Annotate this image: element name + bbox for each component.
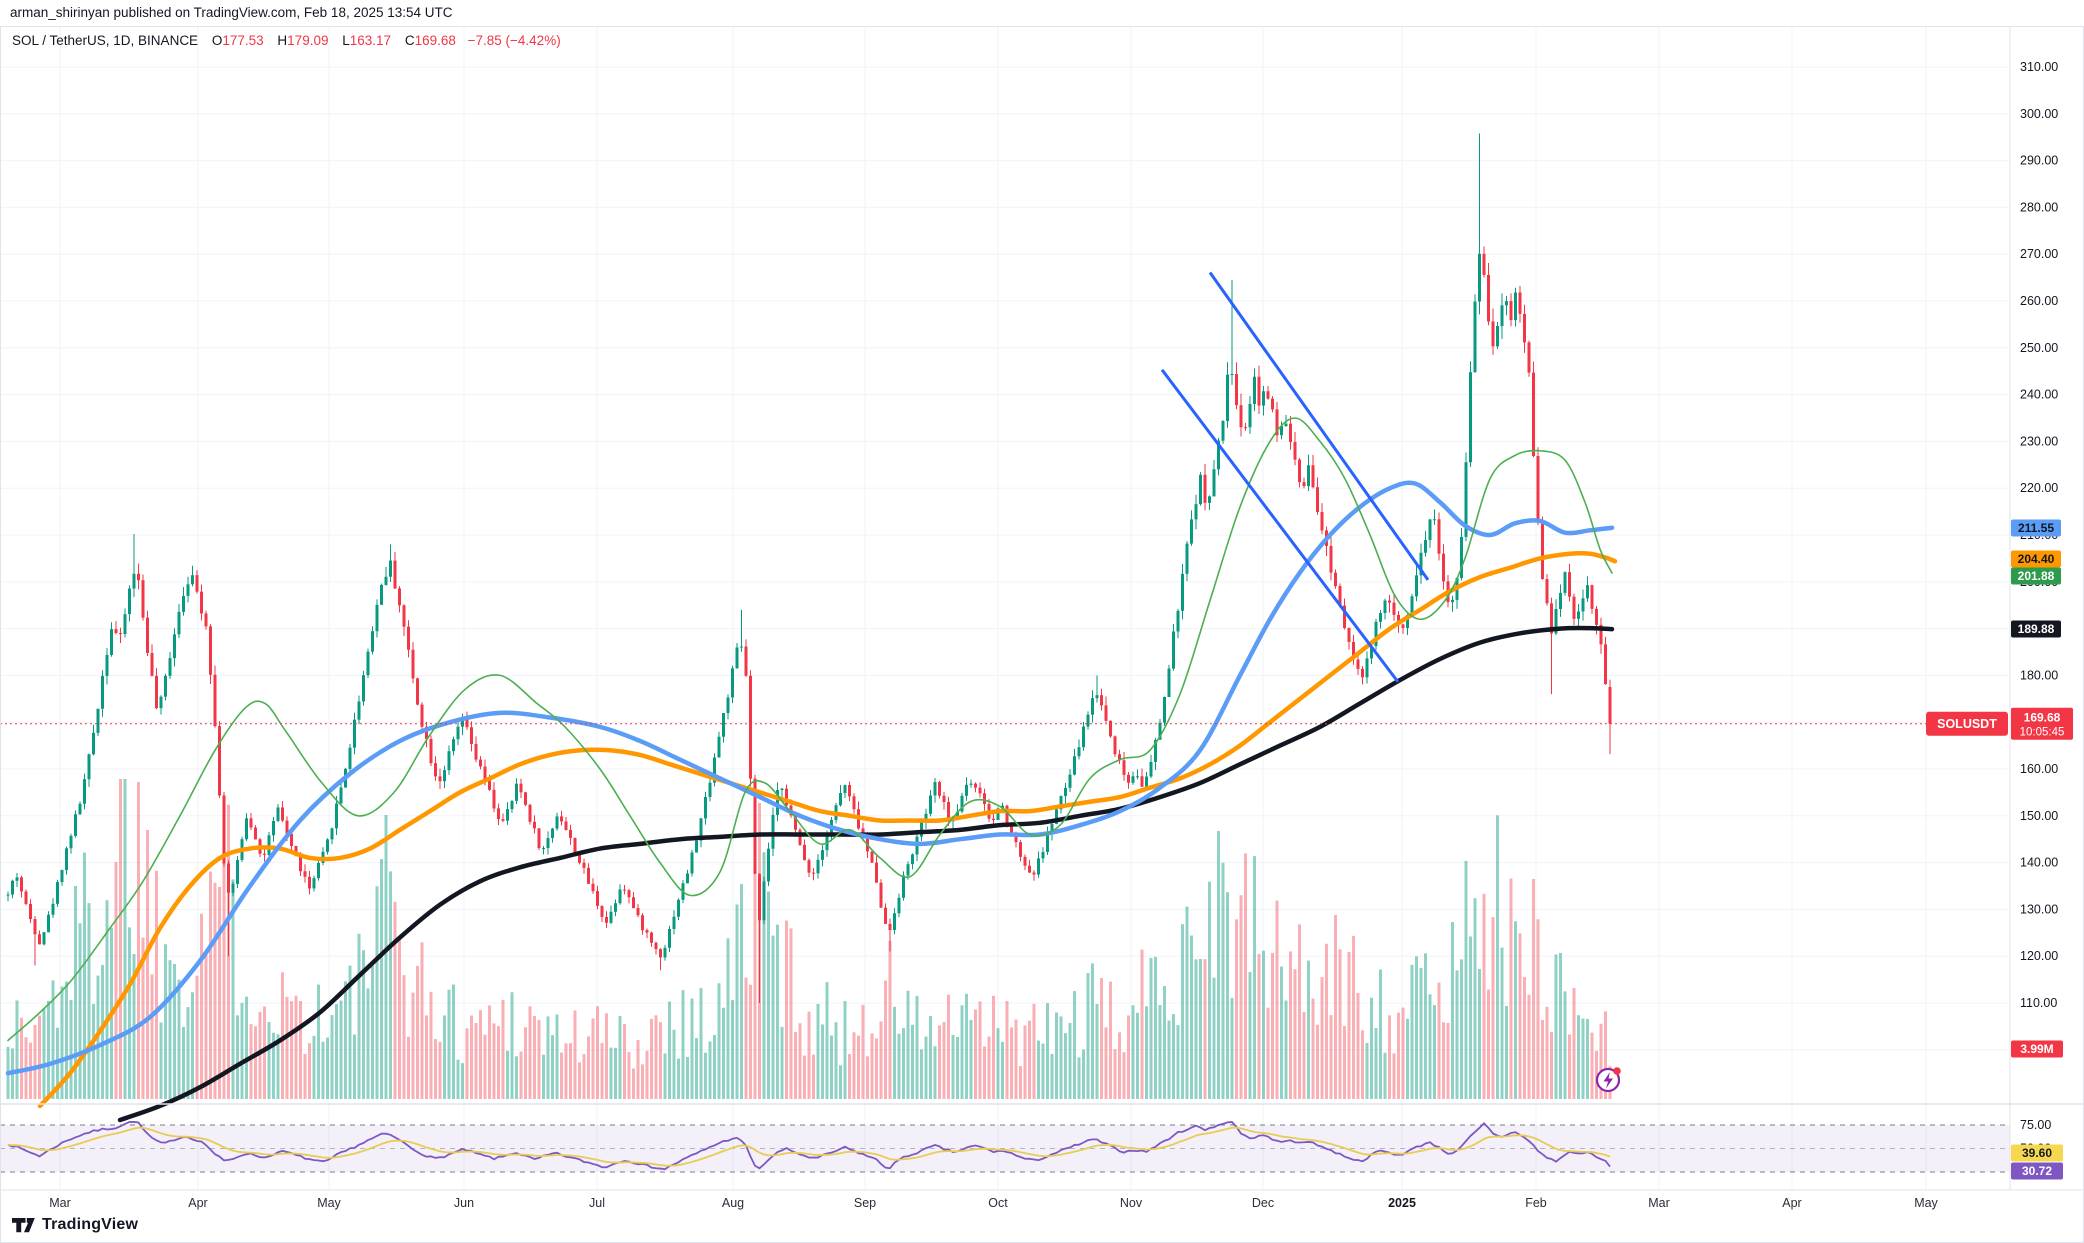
low-value: 163.17 (349, 33, 392, 48)
svg-text:110.00: 110.00 (2020, 996, 2057, 1010)
axis-badges: 211.55 204.40 201.88 189.88 SOLUSDT 169.68 10:… (1926, 519, 2073, 1180)
open-value: 177.53 (222, 33, 264, 48)
ticker-tag[interactable] (1926, 711, 2008, 736)
svg-text:Jul: Jul (589, 1196, 605, 1210)
svg-text:2025: 2025 (1388, 1196, 1416, 1210)
svg-text:189.88: 189.88 (2018, 622, 2055, 636)
svg-text:Nov: Nov (1120, 1196, 1143, 1210)
svg-text:Aug: Aug (722, 1196, 744, 1210)
svg-text:270.00: 270.00 (2020, 247, 2058, 261)
open-label: O (211, 33, 223, 48)
rsi-pane[interactable] (0, 1121, 2010, 1173)
lightning-icon[interactable] (1595, 1067, 1621, 1093)
svg-text:SOLUSDT: SOLUSDT (1937, 717, 1997, 731)
svg-text:Feb: Feb (1525, 1196, 1547, 1210)
svg-text:May: May (317, 1196, 341, 1210)
svg-text:Apr: Apr (188, 1196, 207, 1210)
svg-text:Apr: Apr (1782, 1196, 1801, 1210)
svg-text:211.55: 211.55 (2018, 521, 2054, 535)
svg-text:250.00: 250.00 (2020, 341, 2058, 355)
rsi-ma-line (7, 1126, 1611, 1167)
high-label: H (277, 33, 288, 48)
ma-black-line (117, 625, 1615, 1123)
bar-countdown: 10:05:45 (2020, 727, 2065, 739)
change-value: −7.85 (−4.42%) (467, 33, 561, 48)
grid-layer (0, 26, 2010, 1190)
svg-text:Oct: Oct (988, 1196, 1008, 1210)
svg-text:140.00: 140.00 (2020, 856, 2058, 870)
byline: arman_shirinyan published on TradingView… (10, 5, 453, 20)
svg-text:130.00: 130.00 (2020, 902, 2058, 916)
moving-averages-layer (5, 417, 1618, 1123)
ma-blue-line (5, 480, 1615, 1076)
ma-green-line (7, 417, 1613, 1042)
volume-layer (6, 779, 1612, 1099)
ma-green-badge[interactable] (2011, 567, 2061, 585)
svg-text:Mar: Mar (1648, 1196, 1670, 1210)
svg-text:220.00: 220.00 (2020, 481, 2058, 495)
tradingview-logo-text: TradingView (42, 1216, 139, 1233)
svg-text:290.00: 290.00 (2020, 154, 2058, 168)
svg-text:160.00: 160.00 (2020, 762, 2058, 776)
tradingview-logo-icon (12, 1217, 35, 1232)
svg-text:300.00: 300.00 (2020, 107, 2058, 121)
svg-text:3.99M: 3.99M (2020, 1042, 2053, 1056)
svg-text:201.88: 201.88 (2018, 569, 2055, 583)
svg-text:120.00: 120.00 (2020, 949, 2058, 963)
low-label: L (342, 33, 350, 48)
rsi-ma-badge[interactable] (2011, 1144, 2063, 1162)
price-axis[interactable]: 310.00 300.00 290.00 280.00 270.00 260.00 250.… (2020, 60, 2058, 1156)
last-price-value: 169.68 (2024, 711, 2061, 725)
svg-text:180.00: 180.00 (2020, 668, 2058, 682)
high-value: 179.09 (287, 33, 329, 48)
svg-text:39.60: 39.60 (2022, 1146, 2052, 1160)
ma-orange-badge[interactable] (2011, 550, 2061, 568)
svg-text:75.00: 75.00 (2020, 1118, 2051, 1132)
descending-trendline (1160, 368, 1400, 683)
symbol-title[interactable]: SOL / TetherUS, 1D, BINANCE (12, 33, 199, 48)
svg-text:260.00: 260.00 (2020, 294, 2058, 308)
svg-text:310.00: 310.00 (2020, 60, 2058, 74)
svg-text:280.00: 280.00 (2020, 200, 2058, 214)
symbol-bar: SOL / TetherUS, 1D, BINANCE O177.53 H179… (12, 33, 561, 48)
svg-text:240.00: 240.00 (2020, 388, 2058, 402)
svg-text:150.00: 150.00 (2020, 809, 2058, 823)
rsi-badge[interactable] (2011, 1162, 2063, 1180)
svg-text:204.40: 204.40 (2018, 552, 2055, 566)
svg-text:Jun: Jun (454, 1196, 474, 1210)
svg-text:Mar: Mar (49, 1196, 71, 1210)
close-value: 169.68 (414, 33, 456, 48)
svg-text:May: May (1914, 1196, 1938, 1210)
trendline-layer[interactable] (1160, 271, 1430, 683)
last-price-badge[interactable] (2011, 707, 2073, 740)
close-label: C (404, 33, 415, 48)
descending-trendline (1208, 271, 1430, 581)
volume-badge[interactable] (2011, 1040, 2063, 1058)
svg-text:30.72: 30.72 (2022, 1164, 2052, 1178)
ma-black-badge[interactable] (2011, 620, 2061, 638)
svg-text:230.00: 230.00 (2020, 434, 2058, 448)
svg-text:Dec: Dec (1252, 1196, 1274, 1210)
candles-layer (6, 133, 1612, 1003)
svg-text:Sep: Sep (854, 1196, 876, 1210)
tradingview-logo[interactable]: TradingView (12, 1216, 138, 1234)
ma-blue-badge[interactable] (2011, 519, 2061, 537)
time-axis[interactable]: Mar Apr May Jun Jul Aug Sep Oct Nov Dec 2025 Feb Mar… (49, 1196, 1938, 1210)
ma-orange-line (37, 550, 1618, 1109)
